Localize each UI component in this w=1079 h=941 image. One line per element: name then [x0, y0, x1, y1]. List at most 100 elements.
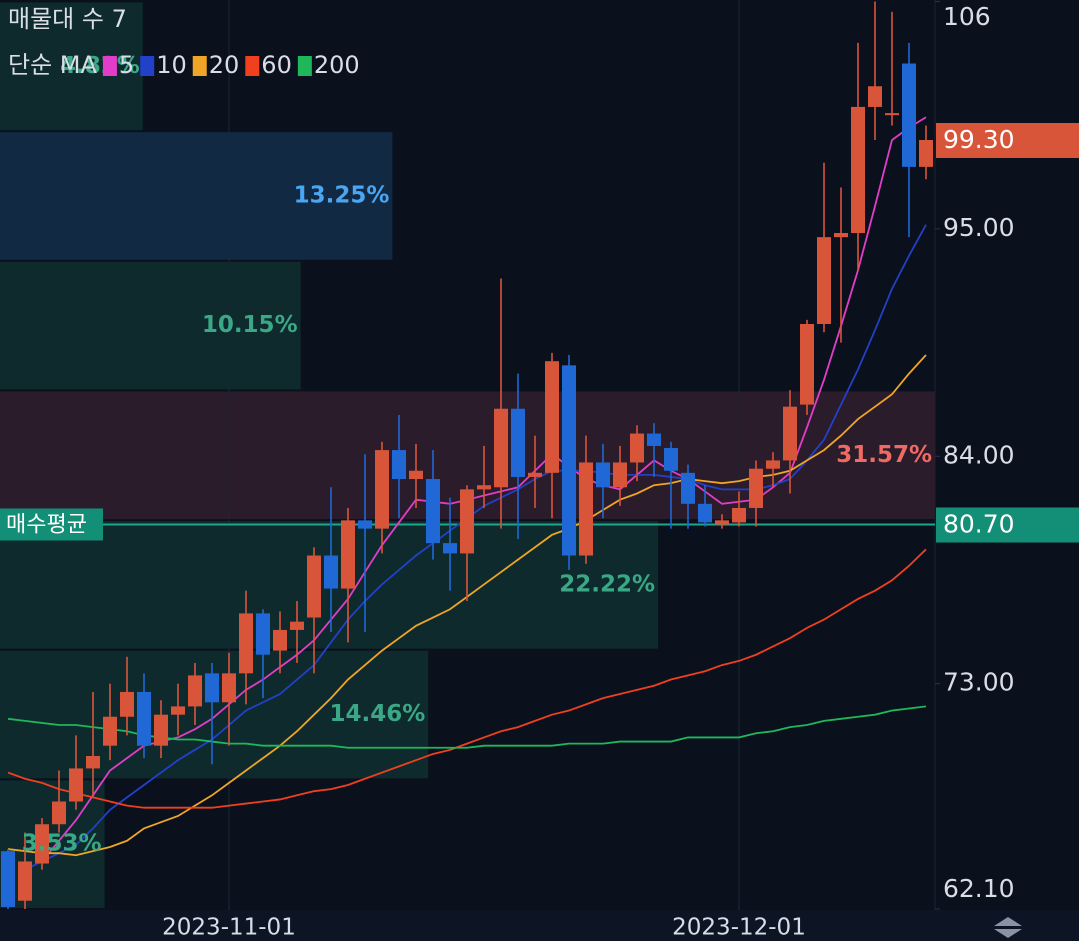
profile-band: [0, 261, 301, 390]
candle-body: [766, 460, 780, 469]
candle-body: [256, 613, 270, 655]
candle-body: [783, 406, 797, 461]
average-price-label: 80.70: [943, 510, 1015, 539]
candle-body: [52, 801, 66, 825]
candle-body: [817, 237, 831, 324]
x-axis-strip: [0, 910, 1079, 941]
y-tick-label: 95.00: [943, 213, 1015, 242]
y-tick-label: 84.00: [943, 440, 1015, 469]
candle-body: [375, 450, 389, 529]
ma-line: [24, 224, 927, 871]
candle-body: [188, 675, 202, 707]
y-tick-label: 106: [943, 2, 991, 31]
candle-body: [341, 520, 355, 589]
legend-entry: 200: [314, 51, 360, 79]
candle-body: [239, 613, 253, 674]
candle-body: [426, 479, 440, 544]
legend-swatch: [192, 56, 207, 76]
label-layer: 4.82% 13.25% 10.15% 31.57% 22.22% 14.46% 3.53%…: [0, 53, 932, 857]
candle-body: [562, 365, 576, 556]
candle-body: [698, 503, 712, 523]
candle-body: [307, 555, 321, 618]
candle-body: [681, 472, 695, 504]
candle-body: [579, 462, 593, 556]
legend-swatch: [245, 56, 260, 76]
legend: 단순 MA 5 10 20 60 200: [8, 51, 360, 79]
legend-label: 단순 MA: [8, 51, 97, 79]
candle-body: [205, 673, 219, 703]
candle-body: [1, 851, 15, 907]
candle-body: [885, 113, 899, 116]
candle-body: [715, 520, 729, 525]
profile-label: 14.46%: [329, 701, 425, 727]
legend-entry: 5: [119, 51, 134, 79]
candle-body: [290, 621, 304, 630]
candle-body: [35, 824, 49, 864]
legend-swatch: [102, 56, 117, 76]
candle-body: [273, 629, 287, 651]
average-price-tag: [936, 507, 1079, 543]
candle-body: [171, 706, 185, 715]
profile-label: 4.82%: [60, 53, 140, 79]
y-tick-label: 73.00: [943, 668, 1015, 697]
profile-label: 31.57%: [836, 442, 932, 468]
candle-body: [222, 673, 236, 703]
profile-label: 3.53%: [22, 831, 102, 857]
chart-title: 매물대 수 7: [8, 5, 127, 33]
icon-down: [994, 929, 1022, 938]
candle-body: [749, 468, 763, 508]
candle-body: [528, 472, 542, 477]
profile-band: [0, 2, 143, 131]
candle-body: [392, 450, 406, 480]
legend-entry: 60: [261, 51, 292, 79]
candle-body: [103, 716, 117, 746]
candle-body: [358, 520, 372, 529]
ma-line: [7, 548, 927, 809]
average-price-name-tag: [0, 508, 103, 541]
y-tick-label: 62.10: [943, 874, 1015, 903]
candle-body: [409, 470, 423, 480]
candle-body: [647, 433, 661, 446]
candle-body: [477, 485, 491, 490]
average-price-name: 매수평균: [6, 513, 87, 538]
candle-body: [120, 691, 134, 717]
y-axis: 2023-11-01 2023-12-01 62.10 73.00 84.00 95.00…: [162, 1, 1079, 941]
legend-entry: 20: [209, 51, 240, 79]
candle-body: [919, 140, 933, 167]
icon-up: [994, 917, 1022, 926]
candle-body: [324, 555, 338, 589]
candle-body: [630, 433, 644, 463]
candle-body: [613, 462, 627, 488]
candle-body: [69, 768, 83, 802]
profile-layer: [0, 2, 935, 908]
candle-body: [902, 63, 916, 167]
candle-body: [460, 489, 474, 554]
profile-label: 13.25%: [294, 182, 390, 208]
candle-layer: [1, 1, 933, 909]
candle-body: [800, 323, 814, 405]
candle-body: [851, 106, 865, 234]
current-price-tag: [936, 123, 1079, 159]
current-price-label: 99.30: [943, 125, 1015, 154]
legend-swatch: [140, 56, 155, 76]
candle-body: [732, 507, 746, 523]
x-tick-label: 2023-12-01: [672, 915, 806, 941]
candle-body: [137, 691, 151, 746]
candle-body: [443, 543, 457, 554]
candle-body: [596, 462, 610, 488]
candle-body: [868, 86, 882, 107]
candle-body: [664, 448, 678, 471]
candle-body: [494, 408, 508, 488]
legend-swatch: [297, 56, 312, 76]
candle-body: [86, 756, 100, 769]
candle-body: [511, 408, 525, 477]
profile-label: 22.22%: [559, 571, 655, 597]
scroll-icon[interactable]: [994, 917, 1022, 938]
candle-body: [834, 233, 848, 238]
candle-body: [154, 714, 168, 746]
profile-label: 10.15%: [202, 312, 298, 338]
x-tick-label: 2023-11-01: [162, 915, 296, 941]
legend-entry: 10: [156, 51, 187, 79]
